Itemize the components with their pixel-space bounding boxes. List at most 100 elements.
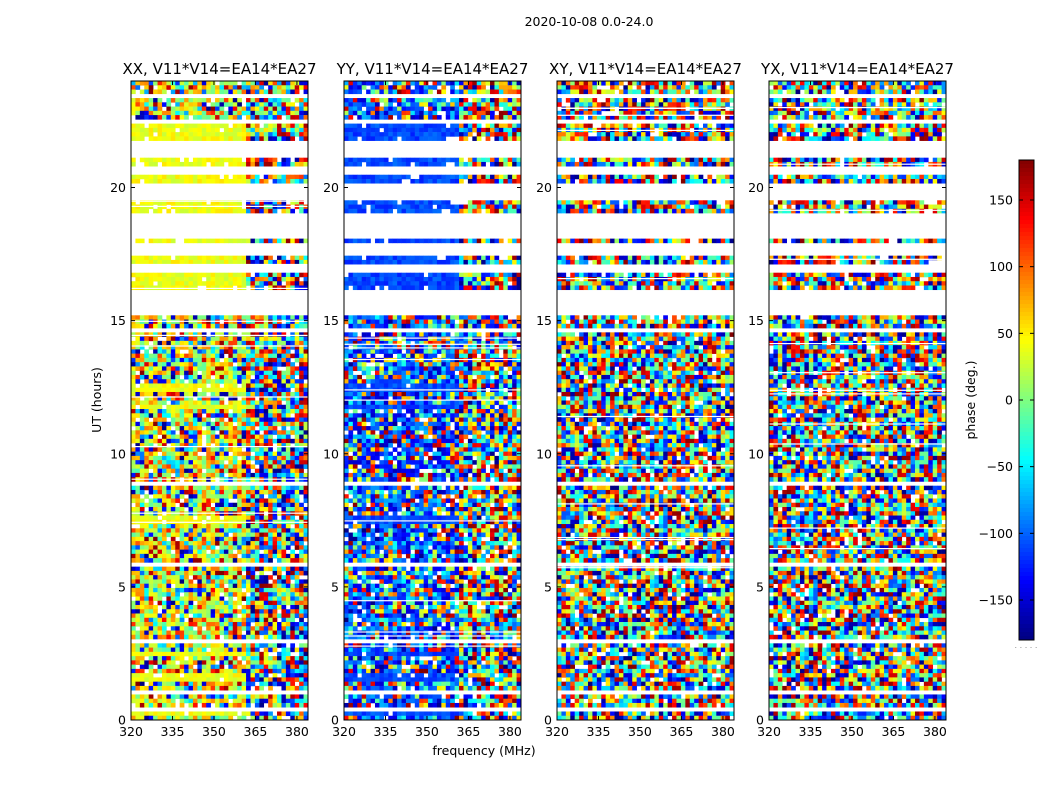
heatmap-cell xyxy=(131,472,136,478)
heatmap-cell xyxy=(268,379,273,384)
heatmap-cell xyxy=(148,383,154,389)
heatmap-cell xyxy=(299,379,304,384)
heatmap-cell xyxy=(272,383,278,389)
heatmap-cell xyxy=(290,609,296,614)
heatmap-cell xyxy=(445,127,451,133)
heatmap-cell xyxy=(197,460,203,465)
heatmap-cell xyxy=(170,387,176,393)
heatmap-cell xyxy=(303,643,309,648)
heatmap-cell xyxy=(277,656,282,661)
heatmap-cell xyxy=(192,102,198,107)
heatmap-cell xyxy=(131,677,136,682)
heatmap-cell xyxy=(139,336,145,342)
heatmap-cell xyxy=(441,98,447,103)
heatmap-cell xyxy=(166,98,172,103)
heatmap-cell xyxy=(161,507,167,512)
heatmap-cell xyxy=(215,357,220,363)
heatmap-cell xyxy=(294,178,300,184)
heatmap-cell xyxy=(281,157,287,163)
heatmap-cell xyxy=(370,161,376,167)
heatmap-cell xyxy=(241,332,247,337)
heatmap-cell xyxy=(254,443,260,448)
heatmap-cell xyxy=(348,89,354,95)
heatmap-cell xyxy=(139,357,145,363)
heatmap-cell xyxy=(485,106,491,112)
heatmap-cell xyxy=(175,336,180,342)
heatmap-cell xyxy=(153,626,158,631)
heatmap-cell xyxy=(290,455,296,461)
heatmap-cell xyxy=(250,115,256,120)
heatmap-cell xyxy=(485,102,491,107)
heatmap-cell xyxy=(184,468,189,474)
flag-line xyxy=(131,320,308,322)
heatmap-cell xyxy=(237,528,242,533)
heatmap-cell xyxy=(401,132,407,137)
heatmap-cell xyxy=(157,417,163,423)
heatmap-cell xyxy=(241,81,247,86)
heatmap-cell xyxy=(201,281,207,286)
heatmap-cell xyxy=(161,587,167,593)
heatmap-cell xyxy=(210,353,216,359)
heatmap-cell xyxy=(215,498,220,504)
heatmap-cell xyxy=(166,353,172,359)
heatmap-cell xyxy=(290,417,296,423)
heatmap-cell xyxy=(219,276,225,282)
heatmap-cell xyxy=(139,604,145,610)
heatmap-cell xyxy=(192,110,198,116)
heatmap-cell xyxy=(401,110,407,116)
heatmap-cell xyxy=(179,583,185,589)
heatmap-cell xyxy=(246,255,251,261)
heatmap-cell xyxy=(232,570,238,576)
heatmap-cell xyxy=(263,127,269,133)
heatmap-cell xyxy=(135,345,141,350)
heatmap-cell xyxy=(148,592,154,597)
heatmap-cell xyxy=(215,515,220,521)
heatmap-cell xyxy=(268,592,273,597)
heatmap-cell xyxy=(250,464,256,469)
heatmap-cell xyxy=(454,102,460,107)
heatmap-cell xyxy=(392,110,398,116)
heatmap-cell xyxy=(379,123,385,129)
heatmap-cell xyxy=(268,272,273,278)
heatmap-cell xyxy=(188,485,194,491)
heatmap-cell xyxy=(263,451,269,457)
heatmap-cell xyxy=(259,255,265,261)
heatmap-cell xyxy=(459,174,464,180)
heatmap-cell xyxy=(246,374,251,380)
heatmap-cell xyxy=(246,485,251,491)
heatmap-cell xyxy=(454,106,460,112)
heatmap-cell xyxy=(228,502,234,508)
heatmap-cell xyxy=(228,626,234,631)
heatmap-cell xyxy=(303,545,309,550)
heatmap-cell xyxy=(215,340,220,346)
heatmap-cell xyxy=(139,617,145,623)
heatmap-cell xyxy=(281,524,287,529)
heatmap-cell xyxy=(201,98,207,103)
heatmap-cell xyxy=(294,626,300,631)
heatmap-cell xyxy=(281,387,287,393)
heatmap-cell xyxy=(215,85,220,90)
heatmap-cell xyxy=(232,336,238,342)
heatmap-cell xyxy=(135,127,141,133)
heatmap-cell xyxy=(490,127,495,133)
heatmap-cell xyxy=(144,161,149,167)
heatmap-cell xyxy=(148,656,154,661)
heatmap-cell xyxy=(201,379,207,384)
heatmap-cell xyxy=(144,259,149,265)
heatmap-cell xyxy=(157,579,163,584)
heatmap-cell xyxy=(157,502,163,508)
heatmap-cell xyxy=(494,132,500,137)
heatmap-cell xyxy=(357,85,362,90)
heatmap-cell xyxy=(419,123,424,129)
heatmap-cell xyxy=(237,498,242,504)
heatmap-cell xyxy=(184,694,189,699)
heatmap-cell xyxy=(259,400,265,406)
heatmap-cell xyxy=(166,596,172,602)
heatmap-cell xyxy=(192,575,198,580)
heatmap-cell xyxy=(219,370,225,376)
heatmap-cell xyxy=(223,647,229,653)
heatmap-cell xyxy=(161,383,167,389)
heatmap-cell xyxy=(188,366,194,371)
heatmap-cell xyxy=(357,110,362,116)
heatmap-cell xyxy=(241,464,247,469)
